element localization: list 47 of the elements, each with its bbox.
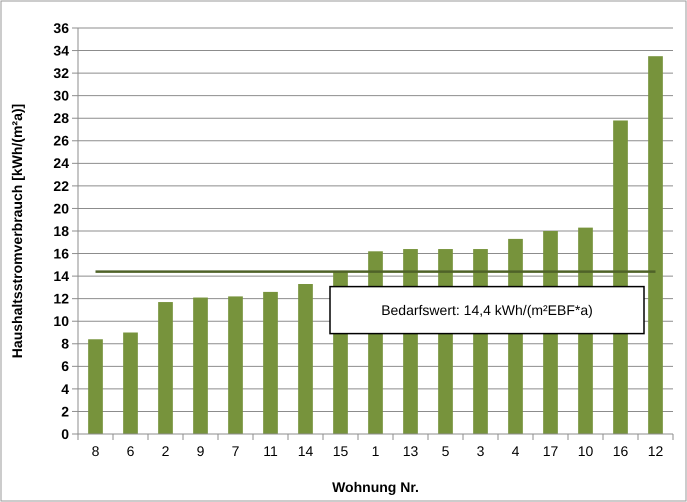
x-tick-label: 4 [512, 443, 520, 459]
bar [228, 296, 243, 434]
x-tick-label: 14 [298, 443, 314, 459]
x-tick-label: 8 [92, 443, 100, 459]
y-tick-label: 28 [53, 110, 70, 126]
x-axis-title: Wohnung Nr. [332, 479, 419, 495]
y-tick-label: 30 [53, 88, 70, 104]
bar [123, 332, 138, 434]
y-tick-label: 26 [53, 132, 70, 149]
x-tick-label: 12 [648, 443, 664, 459]
bar [88, 339, 103, 434]
y-tick-label: 0 [61, 426, 70, 442]
y-tick-label: 4 [61, 380, 70, 397]
y-tick-label: 14 [53, 268, 70, 284]
y-tick-label: 20 [53, 200, 70, 216]
bar [648, 56, 663, 434]
x-tick-label: 3 [476, 443, 485, 459]
x-tick-label: 15 [332, 443, 348, 459]
y-tick-label: 32 [53, 65, 70, 82]
y-tick-label: 18 [53, 222, 70, 239]
y-tick-label: 10 [53, 313, 70, 330]
x-tick-label: 5 [442, 443, 450, 459]
y-tick-label: 16 [53, 245, 70, 262]
ref-line-label: Bedarfswert: 14,4 kWh/(m²EBF*a) [381, 302, 593, 318]
x-tick-label: 16 [612, 443, 628, 459]
y-tick-label: 8 [61, 336, 70, 352]
y-tick-label: 24 [53, 155, 70, 172]
y-tick-label: 22 [53, 178, 70, 194]
bar [193, 298, 208, 434]
y-tick-label: 12 [53, 290, 70, 307]
y-tick-label: 6 [61, 358, 70, 374]
y-tick-label: 36 [53, 20, 70, 36]
x-tick-label: 6 [126, 443, 135, 459]
y-tick-label: 34 [53, 42, 70, 58]
x-tick-label: 9 [196, 443, 205, 459]
x-tick-label: 10 [578, 443, 594, 459]
y-axis-title: Haushaltsstromverbrauch [kWh/(m²a)] [9, 104, 25, 358]
x-tick-label: 13 [402, 443, 418, 459]
x-tick-label: 2 [162, 443, 170, 459]
bar [158, 302, 173, 434]
bar [298, 284, 313, 434]
y-tick-label: 2 [61, 403, 70, 420]
bar [263, 292, 278, 434]
x-tick-label: 17 [542, 443, 558, 459]
x-tick-label: 11 [263, 443, 278, 459]
x-tick-label: 1 [372, 443, 380, 459]
x-tick-label: 7 [232, 443, 240, 459]
